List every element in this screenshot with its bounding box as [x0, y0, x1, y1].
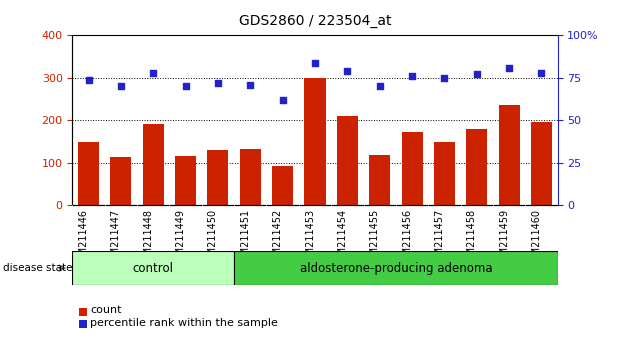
Bar: [234, 251, 558, 285]
Point: [472, 72, 482, 77]
Text: GSM211460: GSM211460: [531, 209, 541, 268]
Text: GSM211456: GSM211456: [402, 209, 412, 268]
Text: GSM211446: GSM211446: [79, 209, 89, 268]
Point: [407, 73, 417, 79]
Bar: [434, 142, 455, 205]
Text: control: control: [133, 262, 174, 275]
Bar: [110, 157, 132, 205]
Text: GSM211451: GSM211451: [240, 209, 250, 268]
Text: GSM211448: GSM211448: [143, 209, 153, 268]
Text: GSM211454: GSM211454: [337, 209, 347, 268]
Point: [181, 84, 191, 89]
Bar: [304, 78, 326, 205]
Text: GSM211457: GSM211457: [434, 209, 444, 268]
Bar: [531, 122, 552, 205]
Bar: [240, 149, 261, 205]
Bar: [78, 142, 99, 205]
Text: percentile rank within the sample: percentile rank within the sample: [90, 318, 278, 328]
Text: aldosterone-producing adenoma: aldosterone-producing adenoma: [299, 262, 492, 275]
Point: [148, 70, 158, 76]
Bar: [401, 132, 423, 205]
Text: GSM211459: GSM211459: [499, 209, 509, 268]
Bar: [498, 105, 520, 205]
Text: GSM211447: GSM211447: [111, 209, 121, 268]
Bar: [466, 129, 487, 205]
Bar: [143, 124, 164, 205]
Point: [342, 68, 352, 74]
Text: GSM211453: GSM211453: [305, 209, 315, 268]
Point: [439, 75, 449, 81]
Text: disease state: disease state: [3, 263, 72, 273]
Point: [504, 65, 514, 70]
Bar: [72, 251, 234, 285]
Point: [213, 80, 223, 86]
Bar: [207, 150, 229, 205]
Text: GSM211452: GSM211452: [273, 209, 283, 268]
Point: [375, 84, 385, 89]
Point: [310, 60, 320, 65]
Bar: [272, 166, 293, 205]
Point: [84, 77, 94, 82]
Bar: [175, 156, 196, 205]
Point: [245, 82, 255, 87]
Bar: [337, 116, 358, 205]
Text: GSM211450: GSM211450: [208, 209, 218, 268]
Text: GDS2860 / 223504_at: GDS2860 / 223504_at: [239, 14, 391, 28]
Point: [278, 97, 288, 103]
Text: GSM211458: GSM211458: [467, 209, 477, 268]
Text: GSM211449: GSM211449: [176, 209, 186, 268]
Point: [536, 70, 546, 76]
Text: GSM211455: GSM211455: [370, 209, 380, 268]
Point: [116, 84, 126, 89]
Text: count: count: [90, 305, 122, 315]
Bar: [369, 155, 390, 205]
